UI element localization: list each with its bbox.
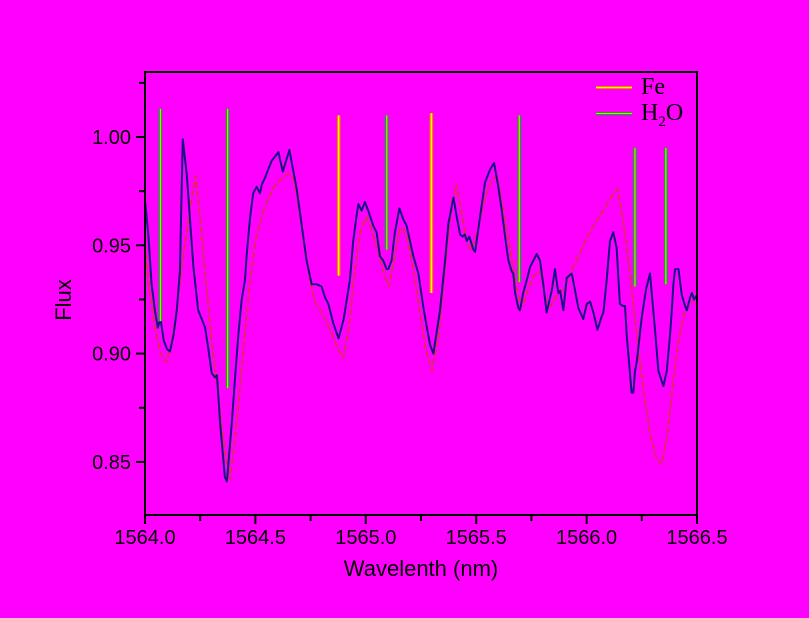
y-tick-label: 0.90 [92, 344, 131, 366]
model-spectrum-line [144, 172, 698, 481]
y-tick-label: 0.85 [92, 452, 131, 474]
legend-label-h2o: H2O [641, 100, 684, 130]
h2o-line-swatch [596, 111, 632, 115]
x-tick-label: 1565.0 [335, 527, 396, 549]
fe-line-swatch [596, 85, 632, 89]
x-tick-label: 1566.0 [556, 527, 617, 549]
y-tick-label: 0.95 [92, 235, 131, 257]
x-tick-label: 1564.0 [114, 527, 175, 549]
x-axis-label: Wavelenth (nm) [343, 556, 499, 581]
observed-spectrum-line [144, 138, 698, 483]
x-tick-label: 1566.5 [666, 527, 727, 549]
legend-label-fe: Fe [641, 74, 665, 100]
x-tick-label: 1565.5 [446, 527, 507, 549]
legend: Fe H2O [596, 74, 684, 130]
y-tick-label: 1.00 [92, 127, 131, 149]
y-axis-label: Flux [51, 279, 76, 321]
plot-frame [144, 71, 698, 516]
legend-item-h2o: H2O [596, 100, 684, 130]
legend-item-fe: Fe [596, 74, 683, 100]
x-tick-label: 1564.5 [225, 527, 286, 549]
